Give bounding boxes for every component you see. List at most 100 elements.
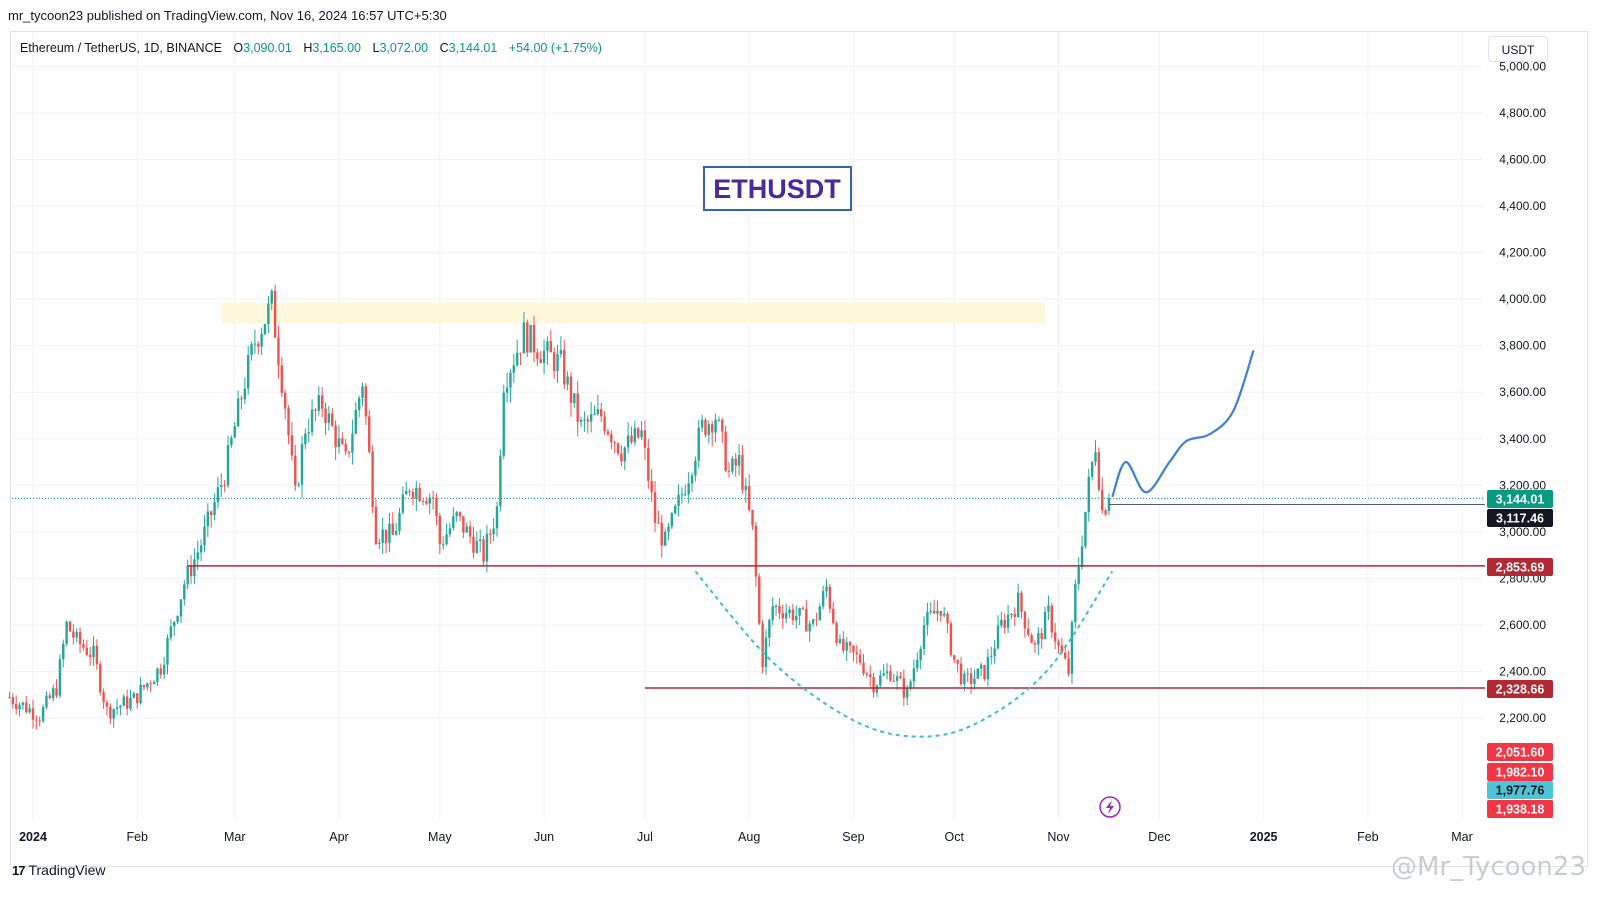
candle — [552, 347, 556, 379]
close-value: 3,144.01 — [448, 41, 498, 55]
candle — [1057, 639, 1060, 654]
candle-body — [774, 606, 778, 608]
candle — [1090, 461, 1094, 481]
candle — [556, 345, 559, 383]
candle — [122, 693, 125, 707]
candle-body — [707, 424, 711, 435]
candle — [206, 503, 210, 538]
candle-body — [226, 444, 230, 486]
candle — [1087, 468, 1090, 522]
candle — [875, 684, 879, 698]
candle-body — [583, 419, 586, 421]
candle-body — [929, 610, 932, 612]
candle-body — [125, 696, 129, 709]
candle-body — [869, 674, 872, 678]
candle-body — [146, 683, 149, 688]
candle-body — [657, 522, 660, 524]
candle — [936, 600, 939, 621]
candle — [374, 499, 378, 546]
candle-body — [549, 341, 553, 353]
candle — [129, 689, 132, 711]
candle-body — [324, 408, 327, 423]
candle — [1006, 604, 1010, 633]
grid — [12, 32, 1482, 819]
resistance-zone — [221, 302, 1046, 324]
candle — [623, 446, 626, 470]
candle-body — [532, 325, 536, 353]
candle — [132, 691, 136, 699]
candle-body — [368, 416, 371, 452]
candle-body — [589, 414, 593, 422]
candle-body — [879, 675, 882, 686]
candle-body — [979, 664, 983, 669]
candle-body — [724, 431, 727, 471]
candle — [11, 693, 15, 709]
price-labels: 3,144.01 3,117.46 2,853.69 2,328.66 2,051.60… — [1487, 490, 1553, 818]
candle — [445, 523, 448, 546]
candle-body — [361, 386, 364, 398]
candle-body — [973, 678, 976, 684]
candle — [569, 371, 573, 417]
currency-unit-button[interactable]: USDT — [1488, 36, 1548, 62]
candle-body — [51, 688, 55, 699]
candle — [1020, 590, 1023, 619]
low-label: L — [372, 41, 380, 55]
candle-body — [462, 516, 465, 533]
candle — [448, 522, 452, 538]
candle-body — [354, 409, 357, 434]
candle — [485, 525, 489, 573]
candle — [236, 390, 240, 427]
candle — [1023, 611, 1027, 638]
candle — [38, 716, 41, 727]
candle-body — [18, 704, 21, 709]
candle — [929, 602, 932, 615]
candle — [613, 440, 616, 453]
candle-body — [653, 492, 657, 523]
candle — [1060, 638, 1064, 654]
candle-body — [243, 388, 247, 400]
symbol-name[interactable]: Ethereum / TetherUS, 1D, BINANCE — [20, 41, 222, 55]
candle — [845, 637, 848, 661]
candle — [828, 583, 832, 613]
candle-body — [670, 513, 674, 527]
candle-body — [162, 664, 166, 675]
candle — [953, 655, 956, 664]
candle — [125, 689, 129, 716]
candle-body — [761, 623, 764, 668]
tradingview-logo[interactable]: 17 TradingView — [12, 862, 106, 878]
candle — [159, 663, 162, 679]
y-tick-label: 3,800.00 — [1499, 339, 1546, 353]
candle-body — [953, 655, 956, 660]
candle-body — [509, 372, 512, 388]
candle — [986, 649, 990, 687]
candle — [260, 327, 263, 355]
candle — [283, 389, 287, 420]
candle — [697, 419, 700, 469]
candle — [331, 408, 334, 427]
candle — [737, 443, 741, 476]
candle — [939, 610, 943, 623]
candle — [280, 357, 284, 398]
candle — [243, 377, 247, 405]
published-byline: mr_tycoon23 published on TradingView.com… — [8, 8, 447, 23]
x-tick-label: Mar — [1451, 830, 1473, 844]
candle-body — [912, 668, 916, 682]
candle — [566, 371, 569, 391]
candle-body — [926, 611, 929, 626]
candle — [112, 708, 115, 728]
candle-body — [969, 673, 973, 684]
candle-body — [1027, 628, 1030, 635]
candle-body — [230, 437, 233, 445]
candle-body — [391, 523, 394, 535]
candles — [8, 284, 1111, 730]
candle-body — [764, 637, 768, 668]
candle — [324, 402, 327, 436]
candle-body — [1104, 510, 1107, 515]
candle-body — [778, 606, 781, 614]
candle — [542, 339, 546, 374]
candle — [273, 284, 277, 339]
candle — [909, 679, 912, 691]
candle — [435, 493, 438, 526]
candle — [1000, 611, 1003, 628]
